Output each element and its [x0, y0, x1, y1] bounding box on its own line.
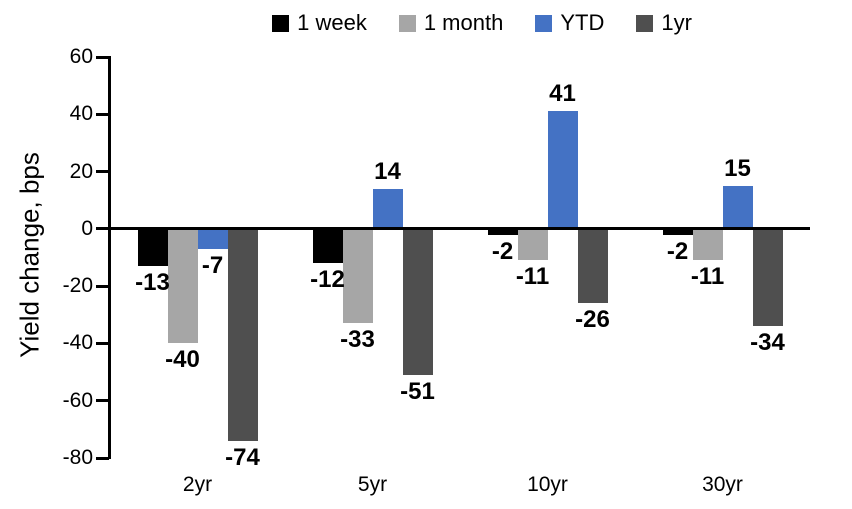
data-label: 14 [374, 157, 401, 185]
y-tick-mark [96, 170, 109, 174]
y-tick-label: 40 [69, 102, 93, 126]
y-tick-label: 0 [81, 216, 93, 240]
legend-item-1yr: 1yr [636, 12, 692, 34]
bar-10yr-1-week [487, 228, 518, 235]
bar-2yr-1-week [137, 228, 168, 267]
bar-2yr-1yr [227, 228, 258, 441]
data-label: -51 [400, 377, 435, 405]
data-label: 41 [549, 80, 576, 108]
data-label: 15 [724, 154, 751, 182]
legend-item-ytd: YTD [535, 12, 604, 34]
y-tick-label: -40 [62, 331, 93, 355]
bar-2yr-ytd [197, 228, 228, 249]
data-label: -13 [135, 269, 170, 297]
legend-label: 1 month [423, 10, 504, 35]
bar-2yr-1-month [167, 228, 198, 344]
legend-swatch-icon [398, 14, 416, 32]
y-axis-line [108, 56, 111, 459]
y-tick-mark [96, 456, 109, 460]
data-label: -34 [750, 329, 785, 357]
legend-item-1-month: 1 month [398, 10, 504, 35]
legend-swatch-icon [535, 14, 553, 32]
data-label: -74 [225, 443, 260, 471]
category-label-2yr: 2yr [182, 473, 213, 496]
y-tick-mark [96, 341, 109, 345]
data-label: -26 [575, 306, 610, 334]
chart-legend: 1 week 1 month YTD 1yr [56, 6, 852, 40]
y-tick-mark [96, 284, 109, 288]
y-tick-label: -80 [62, 446, 93, 469]
bar-10yr-1yr [577, 228, 608, 304]
legend-label: 1 week [297, 10, 367, 35]
bar-30yr-ytd [722, 185, 753, 229]
y-tick-mark [96, 227, 109, 231]
data-label: -11 [515, 263, 550, 291]
bar-30yr-1-week [662, 228, 693, 235]
category-label-5yr: 5yr [357, 473, 388, 496]
bar-30yr-1-month [692, 228, 723, 261]
y-tick-label: 60 [69, 45, 93, 68]
legend-label: YTD [560, 10, 605, 35]
bar-5yr-1yr [402, 228, 433, 375]
bar-10yr-ytd [547, 111, 578, 229]
legend-swatch-icon [636, 14, 654, 32]
legend-swatch-icon [272, 14, 290, 32]
y-tick-label: -20 [62, 274, 93, 298]
legend-label: 1yr [661, 10, 692, 35]
data-label: -2 [491, 237, 514, 265]
zero-baseline [108, 227, 810, 230]
category-label-10yr: 10yr [527, 473, 568, 496]
data-label: -12 [310, 266, 345, 294]
bar-5yr-1-week [312, 228, 343, 264]
bar-5yr-1-month [342, 228, 373, 324]
bar-10yr-1-month [517, 228, 548, 261]
category-label-30yr: 30yr [702, 473, 743, 496]
data-label: -33 [340, 326, 375, 354]
data-label: -11 [690, 263, 725, 291]
y-tick-mark [96, 112, 109, 116]
data-label: -7 [201, 251, 224, 279]
bar-5yr-ytd [372, 188, 403, 229]
y-tick-label: -60 [62, 388, 93, 412]
legend-item-1-week: 1 week [272, 12, 367, 34]
data-label: -40 [165, 346, 200, 374]
y-tick-mark [96, 55, 109, 59]
data-label: -2 [666, 237, 689, 265]
y-tick-mark [96, 399, 109, 403]
y-tick-label: 20 [69, 159, 93, 183]
bar-30yr-1yr [752, 228, 783, 327]
